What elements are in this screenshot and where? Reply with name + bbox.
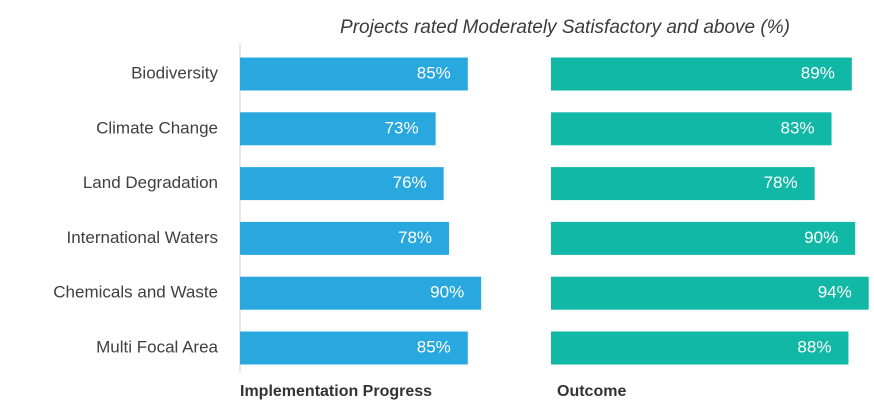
bar [551,331,849,365]
bar [551,276,869,310]
panel-label: Implementation Progress [240,383,432,400]
category-label: Land Degradation [83,173,218,192]
value-label: 78% [398,228,432,247]
value-label: 89% [801,63,835,82]
value-label: 78% [764,173,798,192]
category-label: Chemicals and Waste [53,283,218,302]
chart-title: Projects rated Moderately Satisfactory a… [340,17,790,38]
category-label: International Waters [67,228,219,247]
value-label: 90% [430,283,464,302]
value-label: 85% [417,63,451,82]
bar [240,221,450,255]
value-label: 85% [417,337,451,356]
category-label: Biodiversity [131,63,218,82]
panel-label: Outcome [557,383,626,400]
value-label: 73% [385,118,419,137]
value-label: 76% [393,173,427,192]
value-label: 90% [804,228,838,247]
bar [240,167,444,201]
bar [551,167,815,201]
bar [551,57,852,91]
category-label: Climate Change [96,118,218,137]
category-label: Multi Focal Area [96,337,218,356]
bar [551,112,832,146]
value-label: 83% [781,118,815,137]
bar [240,331,468,365]
bar [240,276,482,310]
value-label: 88% [797,337,831,356]
bar [240,112,436,146]
value-label: 94% [818,283,852,302]
bar [240,57,468,91]
bar [551,221,856,255]
